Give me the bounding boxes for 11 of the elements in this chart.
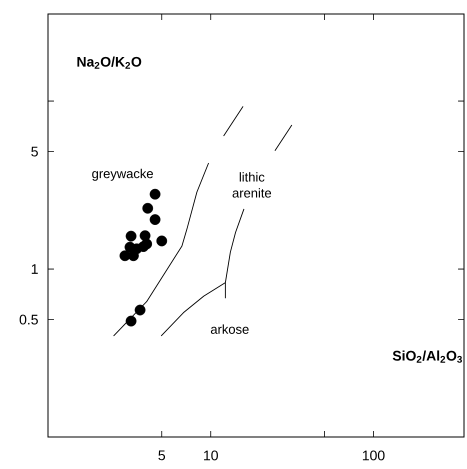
x-axis-title: SiO$_{2}$/Al$_{2}$O$_{3}$ xyxy=(392,350,462,363)
annotation: lithic arenite xyxy=(232,172,272,198)
y-axis-title: Na$_{2}$O/K$_{2}$O xyxy=(77,56,142,69)
x-tick-label: 5 xyxy=(158,450,166,460)
y-tick-label: 5 xyxy=(31,146,38,157)
y-tick-label: 1 xyxy=(32,264,38,274)
annotation: arkose xyxy=(210,324,249,334)
y-tick-label: 0.5 xyxy=(20,314,38,325)
x-tick-label: 100 xyxy=(362,450,385,460)
x-tick-label: 10 xyxy=(204,450,218,460)
annotation: greywacke xyxy=(92,168,153,181)
